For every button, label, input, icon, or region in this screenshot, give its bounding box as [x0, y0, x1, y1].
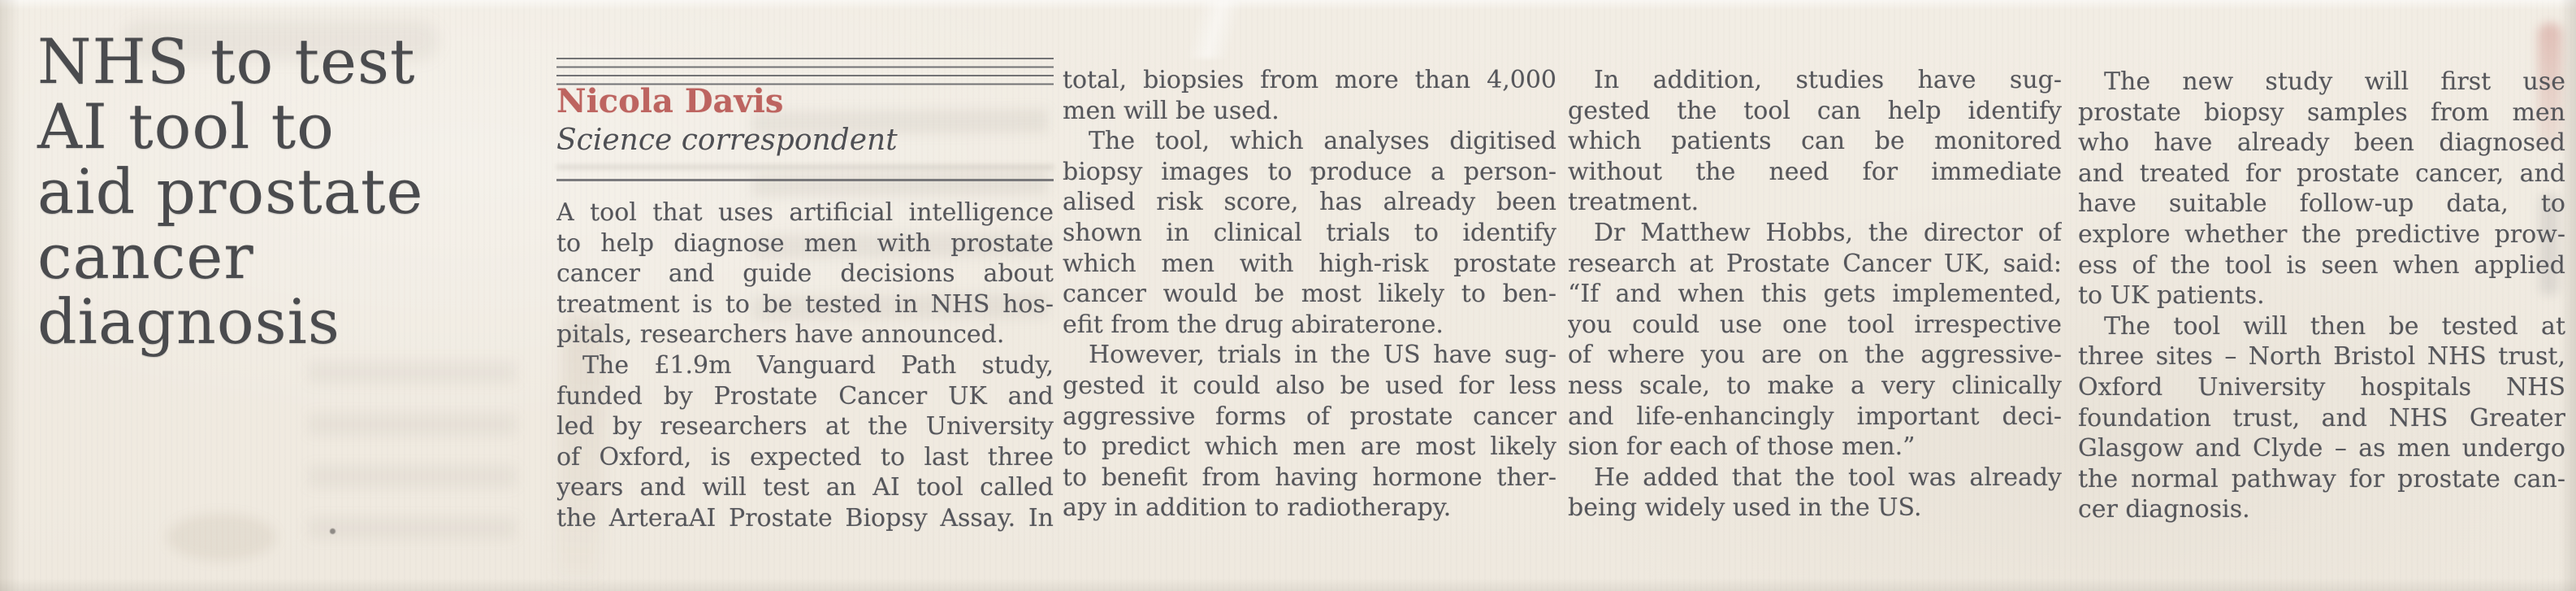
body-text-line: total, biopsies from more than 4,000 — [1063, 66, 1556, 94]
body-text-line: of where you are on the aggressive- — [1568, 341, 2062, 370]
article-column-4: The new study will first use prostate bio… — [2078, 67, 2565, 525]
article-column-1: A tool that uses artificial intelligence… — [556, 198, 1054, 534]
paper-wrinkle — [1113, 0, 1316, 59]
body-text-line: and life-enhancingly important deci- — [1568, 402, 2062, 431]
body-text-line: A tool that uses artificial intelligence — [556, 198, 1054, 227]
rule-smudge — [556, 165, 1054, 169]
body-text-line: The £1.9m Vanguard Path study, — [582, 350, 1054, 380]
body-text-line: ess of the tool is seen when applied — [2078, 250, 2565, 280]
body-text-line: “If and when this gets implemented, — [1568, 280, 2062, 309]
body-text-line: being widely used in the US. — [1568, 493, 1922, 523]
body-text-line: to UK patients. — [2078, 281, 2265, 311]
paper-edge-shadow-left — [0, 0, 19, 591]
body-text-line: explore whether the predictive prow- — [2078, 219, 2565, 249]
headline-line: aid prostate — [37, 155, 424, 228]
body-text-line: the ArteraAI Prostate Biopsy Assay. In — [556, 503, 1054, 532]
body-text-line: to benefit from having hormone ther- — [1063, 463, 1556, 492]
body-text-line: the normal pathway for prostate can- — [2078, 464, 2565, 493]
body-text-line: In addition, studies have sug- — [1594, 66, 2062, 94]
body-text-line: cer diagnosis. — [2078, 495, 2250, 524]
paper-speck — [330, 528, 336, 534]
body-text-line: treatment. — [1568, 188, 1699, 217]
body-text-line: Oxford University hospitals NHS — [2078, 372, 2565, 402]
headline-line: AI tool to — [37, 90, 335, 163]
body-text-line: you could use one tool irrespective — [1568, 310, 2062, 339]
body-text-line: to predict which men are most likely — [1063, 432, 1556, 462]
body-text-line: which patients can be monitored — [1568, 127, 2062, 156]
body-text-line: The tool, which analyses digitised — [1089, 127, 1556, 156]
body-text-line: who have already been diagnosed — [2078, 128, 2565, 158]
body-text-line: years and will test an AI tool called — [556, 473, 1054, 502]
article-headline: NHS to test AI tool to aid prostate cancer d… — [37, 29, 533, 354]
body-text-line: without the need for immediate — [1568, 157, 2062, 186]
body-text-line: aggressive forms of prostate cancer — [1063, 402, 1556, 431]
headline-line: diagnosis — [37, 285, 340, 358]
body-text-line: research at Prostate Cancer UK, said: — [1568, 249, 2062, 278]
body-text-line: cancer would be most likely to ben- — [1063, 280, 1556, 309]
body-text-line: Glasgow and Clyde – as men undergo — [2078, 434, 2565, 463]
body-text-line: which men with high-risk prostate — [1063, 249, 1556, 278]
body-text-line: alised risk score, has already been — [1063, 188, 1556, 217]
body-text-line: However, trials in the US have sug- — [1089, 341, 1556, 370]
article-column-3: In addition, studies have sug-gested the… — [1568, 65, 2062, 524]
paper-stain — [167, 514, 276, 561]
body-text-line: The tool will then be tested at — [2104, 311, 2565, 341]
body-text-line: funded by Prostate Cancer UK and — [556, 381, 1054, 411]
body-text-line: have suitable follow-up data, to — [2078, 189, 2565, 219]
body-text-line: prostate biopsy samples from men — [2078, 98, 2565, 127]
body-text-line: gested it could also be used for less — [1063, 371, 1556, 400]
body-text-line: Dr Matthew Hobbs, the director of — [1594, 218, 2062, 247]
body-text-line: to help diagnose men with prostate — [556, 228, 1054, 258]
body-text-line: men will be used. — [1063, 96, 1279, 125]
body-text-line: gested the tool can help identify — [1568, 96, 2062, 125]
body-text-line: ness scale, to make a very clinically — [1568, 371, 2062, 400]
body-text-line: biopsy images to produce a person- — [1063, 157, 1556, 186]
body-text-line: He added that the tool was already — [1594, 463, 2062, 492]
body-text-line: apy in addition to radiotherapy. — [1063, 493, 1452, 523]
body-text-line: three sites – North Bristol NHS trust, — [2078, 342, 2565, 372]
body-text-line: and treated for prostate cancer, and — [2078, 159, 2565, 188]
article-column-2: total, biopsies from more than 4,000 men … — [1063, 65, 1556, 524]
show-through-ghost-text — [309, 362, 516, 565]
byline-role: Science correspondent — [556, 124, 898, 157]
body-text-line: treatment is to be tested in NHS hos- — [556, 289, 1054, 319]
body-text-line: foundation trust, and NHS Greater — [2078, 403, 2565, 432]
paper-edge-highlight-top — [0, 0, 2576, 10]
headline-line: cancer — [37, 220, 254, 293]
body-text-line: led by researchers at the University — [556, 412, 1054, 441]
body-text-line: shown in clinical trials to identify — [1063, 218, 1556, 247]
byline-author: Nicola Davis — [556, 82, 784, 120]
body-text-line: The new study will first use — [2104, 67, 2565, 96]
body-text-line: of Oxford, is expected to last three — [556, 442, 1054, 471]
body-text-line: cancer and guide decisions about — [556, 259, 1054, 289]
byline-top-rules — [556, 58, 1054, 85]
body-text-line: sion for each of those men.” — [1568, 432, 1916, 462]
headline-line: NHS to test — [37, 25, 416, 98]
body-text-line: efit from the drug abiraterone. — [1063, 310, 1444, 339]
byline-bottom-rule — [556, 179, 1054, 181]
paper-edge-shadow-bottom — [0, 578, 2576, 591]
body-text-line: pitals, researchers have announced. — [556, 320, 1005, 350]
